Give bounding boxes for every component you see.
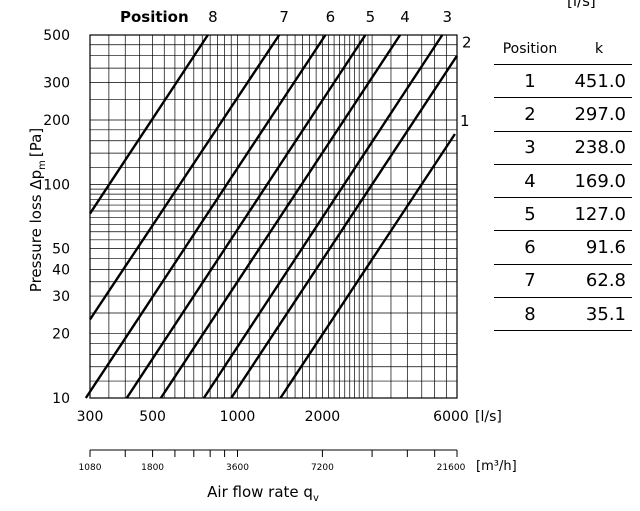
x-axis-unit-ls: [l/s] — [475, 409, 502, 425]
table-cell-k: 62.8 — [566, 264, 632, 299]
table-cell-k: 451.0 — [566, 64, 632, 99]
x-axis-title: Air flow rate qv — [207, 483, 319, 504]
table-cell-k: 35.1 — [566, 297, 632, 332]
y-axis-unit: [Pa] — [27, 128, 45, 157]
series-line-2 — [230, 55, 459, 399]
y-tick-label: 50 — [52, 242, 70, 258]
series-label-2: 2 — [462, 34, 472, 52]
y-tick-label: 500 — [43, 28, 70, 44]
table-row: 6 91.6 — [494, 230, 632, 265]
x2-tick-label: 1080 — [79, 463, 102, 473]
table-cell-position: 7 — [494, 264, 566, 299]
table-header-row: Position k — [494, 34, 632, 65]
table-cell-position: 1 — [494, 64, 566, 99]
x2-tick-label: 1800 — [141, 463, 164, 473]
x-tick-label: 1000 — [220, 409, 256, 425]
table-row: 3 238.0 — [494, 131, 632, 165]
series-line-6 — [84, 34, 327, 399]
y-axis-title: Pressure loss Δpm [Pa] — [27, 128, 48, 292]
table-cell-k: 238.0 — [566, 131, 632, 165]
table-cell-k: 127.0 — [566, 197, 632, 232]
x2-tick-label: 7200 — [311, 463, 334, 473]
y-tick-label: 30 — [52, 289, 70, 305]
table-cell-k: 297.0 — [566, 97, 632, 132]
table-cell-position: 4 — [494, 164, 566, 199]
series-label-6: 6 — [326, 8, 336, 26]
table-row: 7 62.8 — [494, 264, 632, 299]
table-unit-label: [l/s] — [567, 0, 596, 10]
y-tick-label: 300 — [43, 75, 70, 91]
table-row: 2 297.0 — [494, 97, 632, 132]
x-axis-unit-m3h: [m³/h] — [476, 459, 517, 474]
table-cell-position: 2 — [494, 97, 566, 132]
table-row: 5 127.0 — [494, 197, 632, 232]
table-header-position: Position — [494, 34, 566, 65]
x-axis-label-subscript: v — [313, 493, 319, 504]
x-tick-label: 2000 — [305, 409, 341, 425]
chart-series — [84, 34, 459, 399]
table-cell-position: 8 — [494, 297, 566, 332]
table-cell-k: 169.0 — [566, 164, 632, 199]
series-line-3 — [202, 34, 444, 399]
series-label-8: 8 — [208, 8, 218, 26]
x-tick-label: 500 — [139, 409, 166, 425]
chart-grid — [89, 34, 458, 399]
x-axis-label: Air flow rate q — [207, 483, 313, 501]
series-label-7: 7 — [279, 8, 289, 26]
series-label-5: 5 — [366, 8, 376, 26]
series-line-5 — [125, 34, 367, 399]
table-header-k: k — [566, 34, 632, 65]
table-cell-position: 3 — [494, 131, 566, 165]
table-cell-k: 91.6 — [566, 230, 632, 265]
series-line-1 — [279, 133, 456, 399]
k-value-table: Position k 1 451.0 2 297.0 3 238.0 4 169.0 5… — [494, 34, 632, 332]
table-row: 1 451.0 — [494, 64, 632, 99]
x2-tick-label: 21600 — [437, 463, 466, 473]
table-row: 4 169.0 — [494, 164, 632, 199]
series-label-4: 4 — [400, 8, 410, 26]
series-line-4 — [159, 34, 402, 399]
y-tick-label: 200 — [43, 113, 70, 129]
series-label-3: 3 — [442, 8, 452, 26]
series-line-8 — [88, 34, 209, 215]
y-axis-label: Pressure loss Δp — [27, 170, 45, 292]
x2-tick-label: 3600 — [226, 463, 249, 473]
table-row: 8 35.1 — [494, 297, 632, 332]
table-cell-position: 6 — [494, 230, 566, 265]
y-tick-label: 20 — [52, 327, 70, 343]
series-label-1: 1 — [460, 112, 470, 130]
x-tick-label: 6000 — [433, 409, 469, 425]
y-axis-label-subscript: m — [37, 160, 48, 170]
y-tick-label: 100 — [43, 177, 70, 193]
x-tick-label: 300 — [77, 409, 104, 425]
series-line-7 — [89, 34, 281, 321]
y-tick-label: 40 — [52, 262, 70, 278]
chart-labels: 10 20 30 40 50 100 200 300 500 300 500 1000 2000 6000… — [43, 8, 471, 473]
chart-title: Position — [120, 8, 189, 26]
y-tick-label: 10 — [52, 391, 70, 407]
table-cell-position: 5 — [494, 197, 566, 232]
plot-frame — [89, 34, 458, 399]
